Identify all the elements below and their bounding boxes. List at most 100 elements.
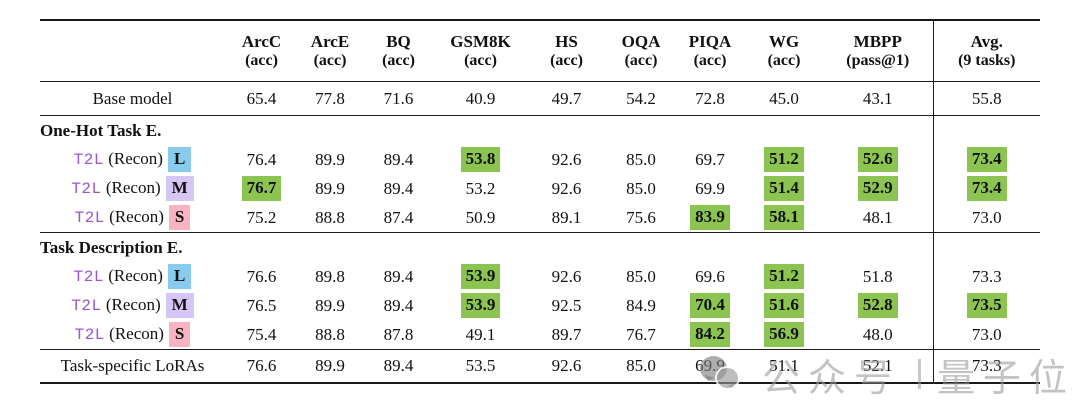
metric-cell: 89.4 (383, 266, 414, 286)
col-header-name: Avg. (970, 32, 1003, 52)
metric-cell: 72.8 (695, 88, 725, 108)
row-label: One-Hot Task E. (40, 120, 162, 140)
model-name-t2l: T2L (73, 151, 104, 170)
size-badge-L: L (167, 264, 192, 289)
metric-cell: 51.4 (745, 174, 823, 203)
size-badge-S: S (168, 205, 191, 230)
model-variant: (Recon) (103, 149, 163, 169)
row-label: Task-specific LoRAs (60, 356, 205, 376)
metric-cell: 85.0 (626, 266, 656, 286)
col-header-metric: (acc) (382, 51, 415, 69)
metric-cell: 89.9 (315, 295, 345, 315)
model-name-t2l: T2L (74, 209, 105, 228)
metric-cell: 84.9 (626, 295, 656, 315)
best-score-highlight: 51.4 (764, 176, 804, 201)
metric-cell: 73.0 (932, 203, 1040, 233)
metric-cell: 87.8 (383, 324, 414, 344)
metric-cell: 89.7 (551, 324, 582, 344)
row-label-column-header (40, 20, 225, 82)
cell-avg-empty (932, 115, 1040, 145)
metric-cell: 75.4 (246, 324, 277, 344)
metric-cell: 51.6 (745, 291, 823, 320)
metric-cell: 65.4 (246, 88, 277, 108)
row-label: Task Description E. (40, 237, 183, 257)
table-row: T2L (Recon) S 75.2 88.8 87.4 50.9 89.1 75.6 83.9… (40, 203, 1040, 233)
metric-cell: 58.1 (745, 203, 823, 233)
metric-cell: 92.6 (551, 266, 582, 286)
best-score-highlight: 58.1 (764, 205, 804, 230)
best-score-highlight: 73.4 (966, 176, 1007, 201)
size-badge-M: M (165, 176, 194, 201)
table-body: Base model 65.4 77.8 71.6 40.9 49.7 54.2 72.8 45… (40, 81, 1040, 383)
col-header-metric: (acc) (550, 51, 583, 69)
metric-cell: 89.9 (315, 178, 345, 198)
best-score-highlight: 53.9 (460, 293, 501, 318)
metric-cell: 73.4 (932, 174, 1040, 203)
col-header-metric: (9 tasks) (958, 51, 1016, 69)
col-header-arce: ArcE (acc) (298, 20, 362, 82)
col-header-metric: (acc) (464, 51, 497, 69)
metric-cell: 69.7 (695, 149, 725, 169)
metric-cell: 85.0 (626, 178, 656, 198)
row-label: T2L (Recon) S (40, 203, 225, 233)
model-variant: (Recon) (104, 324, 164, 344)
metric-cell: 76.4 (246, 149, 277, 169)
metric-cell: 73.4 (932, 145, 1040, 174)
best-score-highlight: 83.9 (690, 205, 730, 230)
metric-cell: 51.2 (745, 145, 823, 174)
best-score-highlight: 51.2 (764, 147, 804, 172)
table-row: Base model 65.4 77.8 71.6 40.9 49.7 54.2 72.8 45… (40, 81, 1040, 116)
metric-cell: 73.5 (932, 291, 1040, 320)
best-score-highlight: 84.2 (690, 322, 730, 347)
col-header-gsm8k: GSM8K (acc) (435, 20, 526, 82)
metric-cell: 48.0 (862, 324, 893, 344)
metric-cell: 76.6 (246, 266, 277, 286)
metric-cell: 52.8 (823, 291, 933, 320)
header-row: ArcC (acc) ArcE (acc) BQ (acc) GSM8K (acc) HS (ac… (40, 20, 1040, 82)
metric-cell: 54.2 (626, 88, 656, 108)
size-badge-L: L (167, 147, 192, 172)
best-score-highlight: 56.9 (764, 322, 804, 347)
metric-cell: 51.2 (745, 262, 823, 291)
col-header-avg: Avg. (9 tasks) (932, 20, 1040, 82)
best-score-highlight: 51.6 (764, 293, 804, 318)
col-header-oqa: OQA (acc) (607, 20, 675, 82)
col-header-metric: (acc) (245, 51, 278, 69)
metric-cell: 89.4 (383, 356, 414, 376)
metric-cell: 49.1 (465, 324, 496, 344)
benchmark-table-wrap: ArcC (acc) ArcE (acc) BQ (acc) GSM8K (acc) HS (ac… (40, 19, 1040, 384)
metric-cell: 53.2 (465, 178, 496, 198)
row-label: T2L (Recon) L (40, 145, 225, 174)
metric-cell: 73.3 (932, 262, 1040, 291)
best-score-highlight: 51.2 (764, 264, 804, 289)
col-header-bq: BQ (acc) (362, 20, 435, 82)
metric-cell: 88.8 (315, 324, 345, 344)
row-label: Base model (92, 88, 173, 108)
table-row: T2L (Recon) L 76.4 89.9 89.4 53.8 92.6 85.0 69.7… (40, 145, 1040, 174)
metric-cell: 51.8 (862, 266, 893, 286)
metric-cell: 83.9 (675, 203, 745, 233)
best-score-highlight: 53.8 (460, 147, 501, 172)
metric-cell: 52.9 (823, 174, 933, 203)
metric-cell: 40.9 (465, 88, 496, 108)
metric-cell: 89.4 (383, 295, 414, 315)
col-header-name: HS (555, 32, 578, 52)
table-header: ArcC (acc) ArcE (acc) BQ (acc) GSM8K (acc) HS (ac… (40, 20, 1040, 82)
model-variant: (Recon) (103, 266, 163, 286)
best-score-highlight: 52.9 (857, 176, 898, 201)
col-header-name: BQ (386, 32, 411, 52)
metric-cell: 92.5 (551, 295, 582, 315)
cell-avg-empty (932, 232, 1040, 262)
col-header-metric: (acc) (313, 51, 347, 69)
metric-cell: 69.6 (695, 266, 725, 286)
col-header-metric: (acc) (767, 51, 801, 69)
metric-cell: 69.9 (695, 356, 725, 376)
metric-cell: 89.4 (383, 178, 414, 198)
model-name-t2l: T2L (74, 326, 105, 345)
section-row: Task Description E. (40, 232, 1040, 262)
row-label: T2L (Recon) S (40, 320, 225, 350)
metric-cell: 88.8 (315, 207, 345, 227)
best-score-highlight: 53.9 (460, 264, 501, 289)
col-header-metric: (pass@1) (846, 51, 910, 69)
